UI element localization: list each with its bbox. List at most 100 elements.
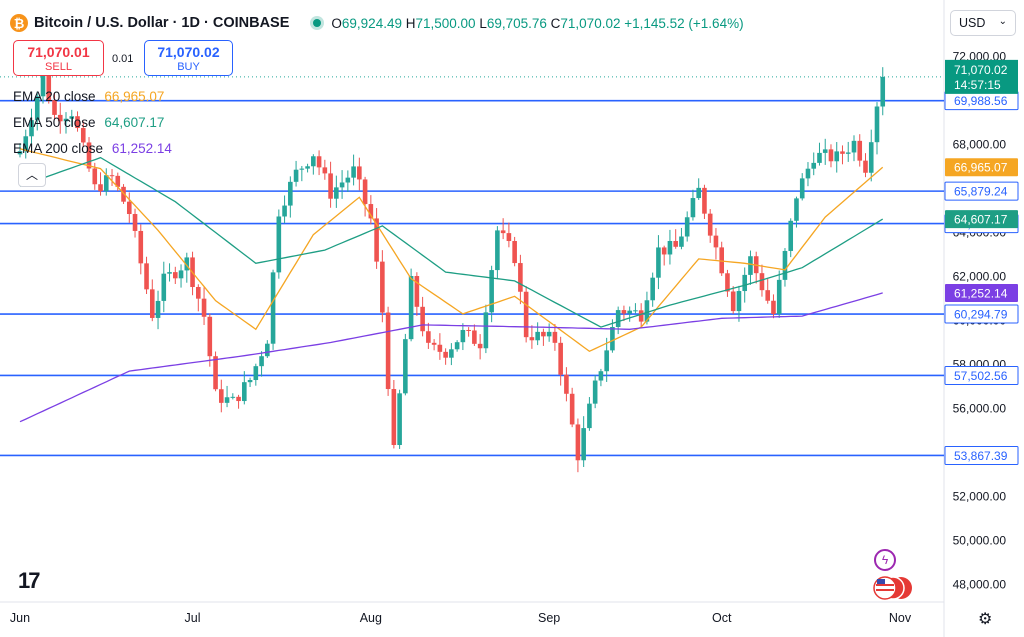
candle-body xyxy=(575,424,581,461)
buy-button[interactable]: 71,070.02 BUY xyxy=(144,40,233,76)
candle-body xyxy=(460,329,466,343)
level-price-label: 53,867.39 xyxy=(954,449,1008,463)
ema-price-label: 64,607.17 xyxy=(954,213,1008,227)
candle-body xyxy=(345,177,351,183)
candle-body xyxy=(52,100,57,115)
candle-body xyxy=(408,276,414,340)
candle-body xyxy=(357,166,362,180)
legend-ema200[interactable]: EMA 200 close 61,252.14 xyxy=(13,141,172,156)
candle-body xyxy=(512,241,517,264)
candle-body xyxy=(656,247,661,278)
ema20-line xyxy=(19,148,884,353)
legend-ema20[interactable]: EMA 20 close 66,965.07 xyxy=(13,89,165,104)
collapse-legend-button[interactable]: ︿ xyxy=(18,163,46,187)
candle-body xyxy=(581,428,586,461)
candle-body xyxy=(293,169,299,182)
candle-body xyxy=(391,389,397,445)
countdown-label: 14:57:15 xyxy=(954,78,1001,92)
candle-body xyxy=(426,331,431,343)
candle-body xyxy=(259,356,264,367)
candle-body xyxy=(374,218,379,262)
candle-body xyxy=(719,247,724,274)
candle-body xyxy=(857,140,863,161)
candle-body xyxy=(247,380,253,383)
candle-body xyxy=(437,344,443,352)
market-status-icon xyxy=(313,19,322,27)
candle-body xyxy=(362,179,368,205)
candle-body xyxy=(75,116,80,129)
candle-body xyxy=(679,236,684,247)
ema50-line xyxy=(19,156,884,328)
currency-select[interactable]: USD ⌄ xyxy=(950,10,1016,36)
candle-body xyxy=(765,290,771,301)
candle-body xyxy=(466,329,471,331)
candle-body xyxy=(155,300,161,318)
candle-body xyxy=(863,160,868,173)
candle-body xyxy=(799,178,805,199)
x-tick-label: Nov xyxy=(889,611,912,625)
symbol-title[interactable]: Bitcoin / U.S. Dollar · 1D · COINBASE xyxy=(34,15,290,31)
candle-body xyxy=(702,187,707,214)
candle-body xyxy=(385,312,391,390)
candle-body xyxy=(535,331,540,341)
lightning-icon[interactable]: ϟ xyxy=(874,549,896,571)
candle-body xyxy=(305,166,310,169)
candle-body xyxy=(874,106,880,143)
level-price-label-bg xyxy=(944,365,1019,385)
candle-body xyxy=(880,76,886,107)
candle-body xyxy=(868,142,874,173)
candle-body xyxy=(598,371,604,381)
y-tick-label: 52,000.00 xyxy=(953,490,1007,504)
candle-body xyxy=(822,149,828,153)
candle-body xyxy=(725,273,730,292)
candle-body xyxy=(495,230,500,271)
candles-group xyxy=(17,64,886,473)
candle-body xyxy=(506,233,512,242)
candle-body xyxy=(794,198,799,221)
candle-body xyxy=(351,166,356,178)
x-tick-label: Aug xyxy=(360,611,382,625)
candle-body xyxy=(454,342,460,350)
level-price-label: 69,988.56 xyxy=(954,94,1008,108)
candle-body xyxy=(805,168,811,179)
candle-body xyxy=(748,256,753,275)
settings-gear-icon[interactable]: ⚙ xyxy=(978,611,993,628)
candle-body xyxy=(633,310,638,312)
change-value: +1,145.52 (+1.64%) xyxy=(624,15,744,31)
candle-body xyxy=(811,162,817,169)
candle-body xyxy=(184,257,190,271)
candle-body xyxy=(40,73,46,97)
sell-button[interactable]: 71,070.01 SELL xyxy=(13,40,104,76)
candle-body xyxy=(236,396,241,402)
bitcoin-icon: ₿ xyxy=(10,14,28,32)
candle-body xyxy=(109,175,115,177)
us-flag-icon[interactable] xyxy=(873,575,913,601)
x-tick-label: Oct xyxy=(712,611,732,625)
legend-ema50[interactable]: EMA 50 close 64,607.17 xyxy=(13,115,165,130)
candle-body xyxy=(759,273,765,291)
candle-body xyxy=(592,380,598,404)
candle-body xyxy=(518,263,523,292)
level-price-label-bg xyxy=(944,181,1019,201)
candle-body xyxy=(644,300,650,322)
spread-value: 0.01 xyxy=(112,53,134,65)
candle-body xyxy=(196,287,201,299)
candle-body xyxy=(690,198,696,218)
candle-body xyxy=(817,152,822,163)
candle-body xyxy=(707,213,713,236)
ema-price-label-bg xyxy=(945,210,1018,229)
candle-body xyxy=(713,235,719,248)
candle-body xyxy=(276,216,282,273)
candle-body xyxy=(265,343,270,357)
candle-body xyxy=(828,149,834,162)
candle-body xyxy=(788,220,794,251)
candle-body xyxy=(696,187,701,199)
ohlc-values: O69,924.49 H71,500.00 L69,705.76 C71,070… xyxy=(331,15,744,31)
candle-body xyxy=(69,116,75,119)
candle-body xyxy=(840,151,845,154)
candle-body xyxy=(546,331,552,337)
y-tick-label: 48,000.00 xyxy=(953,578,1007,592)
last-price-label: 71,070.02 xyxy=(954,63,1008,77)
candle-body xyxy=(138,230,144,264)
